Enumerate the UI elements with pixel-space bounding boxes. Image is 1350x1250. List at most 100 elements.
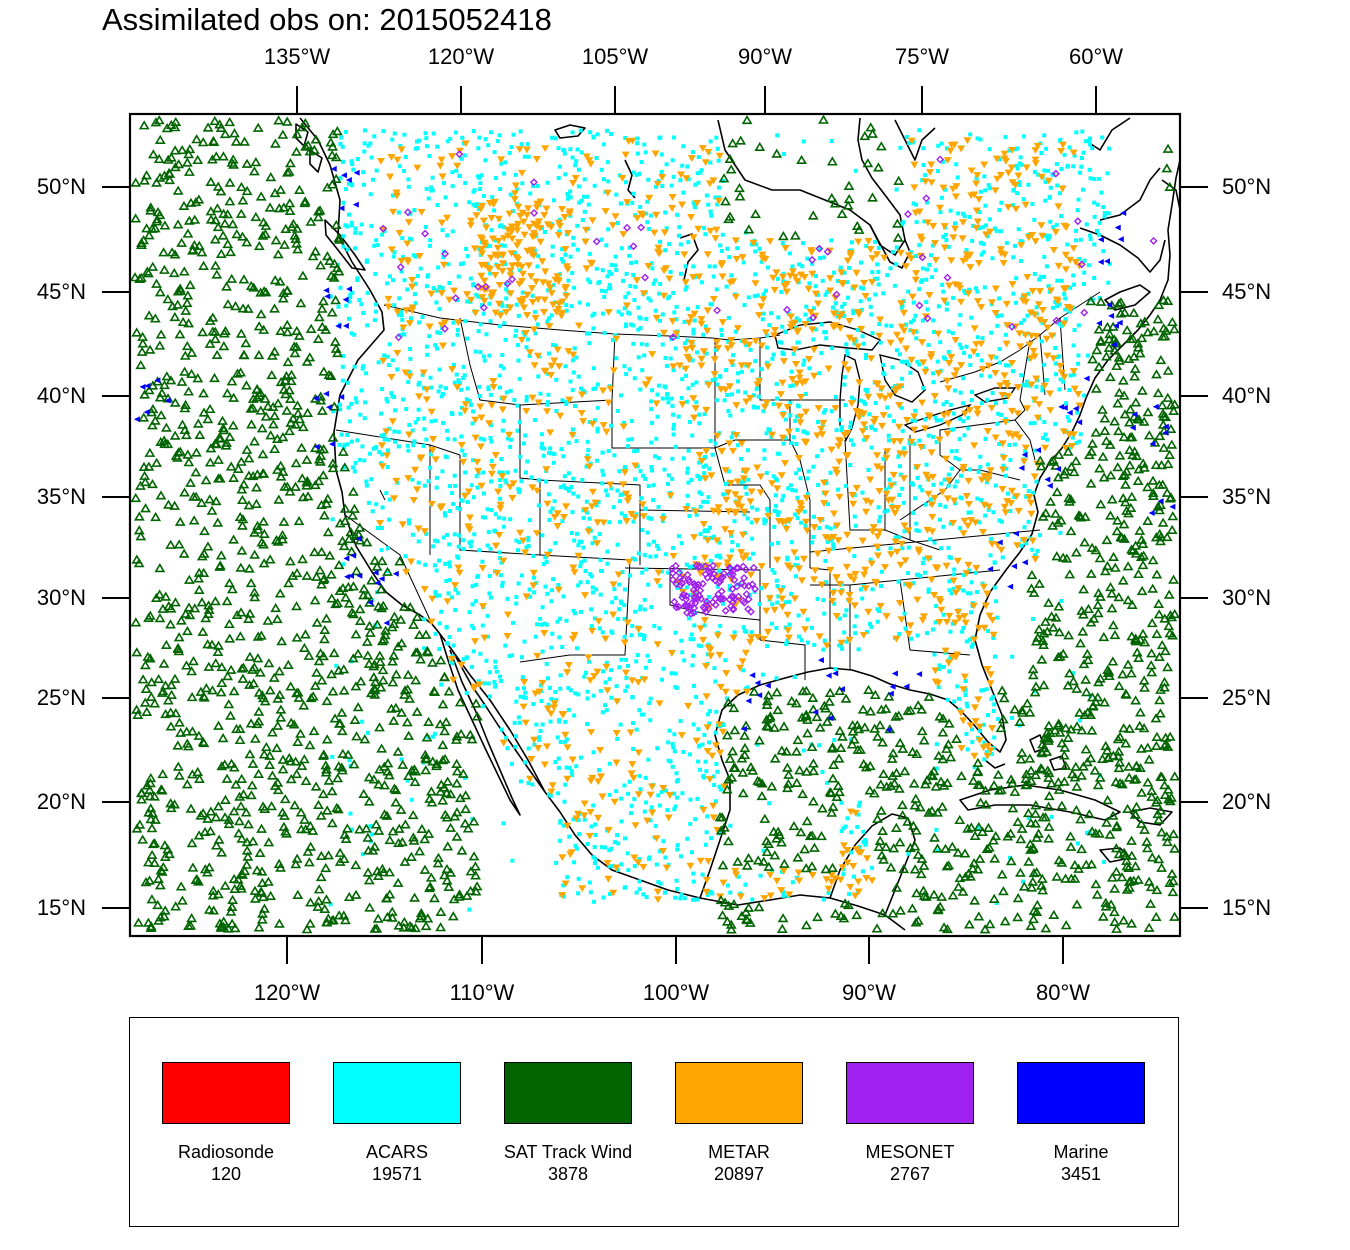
- obs-marker: [975, 136, 980, 141]
- obs-marker: [392, 303, 397, 308]
- obs-marker: [478, 202, 487, 210]
- obs-marker: [773, 503, 778, 508]
- obs-marker: [810, 346, 819, 354]
- obs-marker: [951, 586, 956, 591]
- obs-marker: [1044, 378, 1049, 382]
- obs-marker: [803, 527, 812, 535]
- obs-marker: [1062, 152, 1067, 157]
- obs-marker: [876, 602, 885, 610]
- obs-marker: [564, 661, 573, 669]
- obs-marker: [918, 735, 930, 745]
- obs-marker: [531, 554, 536, 558]
- obs-marker: [637, 774, 642, 778]
- obs-marker: [622, 634, 627, 639]
- obs-marker: [894, 262, 899, 267]
- obs-marker: [476, 403, 485, 411]
- obs-marker: [1063, 296, 1068, 301]
- obs-marker: [772, 269, 781, 277]
- obs-marker: [568, 756, 577, 764]
- obs-marker: [638, 787, 643, 792]
- obs-marker: [496, 505, 505, 513]
- obs-marker: [626, 437, 631, 442]
- obs-marker: [984, 480, 989, 485]
- obs-marker: [784, 642, 789, 646]
- obs-marker: [875, 141, 887, 151]
- obs-marker: [558, 485, 563, 490]
- obs-marker: [488, 130, 493, 135]
- obs-marker: [972, 180, 981, 188]
- obs-marker: [812, 642, 817, 647]
- obs-marker: [449, 676, 458, 684]
- obs-marker: [594, 266, 599, 271]
- obs-marker: [678, 719, 683, 723]
- obs-marker: [860, 421, 869, 429]
- obs-marker: [374, 502, 379, 507]
- obs-marker: [893, 548, 902, 556]
- obs-marker: [762, 456, 767, 461]
- obs-marker: [551, 577, 556, 582]
- obs-marker: [202, 414, 214, 424]
- obs-marker: [688, 344, 697, 352]
- obs-marker: [959, 345, 964, 350]
- obs-marker: [781, 441, 786, 446]
- obs-marker: [984, 687, 989, 692]
- obs-marker: [561, 594, 566, 599]
- obs-marker: [619, 231, 628, 238]
- obs-marker: [253, 321, 265, 331]
- obs-marker: [592, 845, 597, 849]
- obs-marker: [225, 710, 236, 720]
- obs-marker: [732, 689, 741, 697]
- obs-marker: [487, 591, 492, 596]
- obs-marker: [231, 609, 243, 620]
- obs-marker: [584, 670, 588, 675]
- obs-marker: [904, 252, 913, 260]
- obs-marker: [864, 608, 873, 616]
- obs-marker: [795, 499, 804, 507]
- obs-marker: [353, 460, 358, 465]
- obs-marker: [580, 800, 589, 808]
- obs-marker: [979, 744, 988, 752]
- obs-marker: [491, 309, 500, 317]
- obs-marker: [520, 655, 524, 660]
- obs-marker: [936, 155, 945, 164]
- obs-marker: [1049, 355, 1058, 363]
- obs-marker: [475, 202, 479, 207]
- obs-marker: [472, 532, 477, 537]
- obs-marker: [406, 177, 411, 182]
- obs-marker: [1044, 177, 1053, 185]
- obs-marker: [1082, 393, 1087, 398]
- obs-marker: [912, 441, 917, 446]
- obs-marker: [686, 480, 691, 485]
- obs-marker: [585, 722, 590, 727]
- obs-marker: [582, 153, 591, 161]
- obs-marker: [1026, 882, 1038, 892]
- obs-marker: [407, 558, 416, 566]
- obs-marker: [738, 596, 747, 605]
- obs-marker: [689, 608, 698, 617]
- obs-marker: [494, 669, 499, 674]
- obs-marker: [579, 150, 584, 155]
- obs-marker: [744, 362, 753, 370]
- obs-marker: [795, 563, 800, 568]
- obs-marker: [458, 507, 463, 511]
- obs-marker: [881, 456, 886, 461]
- obs-marker: [832, 737, 837, 742]
- obs-marker: [503, 633, 512, 640]
- obs-marker: [622, 783, 627, 788]
- obs-marker: [414, 629, 425, 640]
- obs-marker: [562, 483, 567, 488]
- metar-observations: [376, 137, 1084, 904]
- obs-marker: [605, 274, 610, 279]
- obs-marker: [1030, 473, 1039, 481]
- obs-marker: [915, 549, 924, 556]
- obs-marker: [735, 495, 744, 503]
- obs-marker: [731, 237, 740, 245]
- obs-marker: [1035, 401, 1044, 408]
- obs-marker: [582, 209, 587, 214]
- obs-marker: [673, 346, 678, 351]
- obs-marker: [845, 352, 850, 356]
- obs-marker: [978, 464, 983, 469]
- obs-marker: [969, 315, 974, 320]
- obs-marker: [1004, 169, 1013, 177]
- obs-marker: [1058, 138, 1062, 143]
